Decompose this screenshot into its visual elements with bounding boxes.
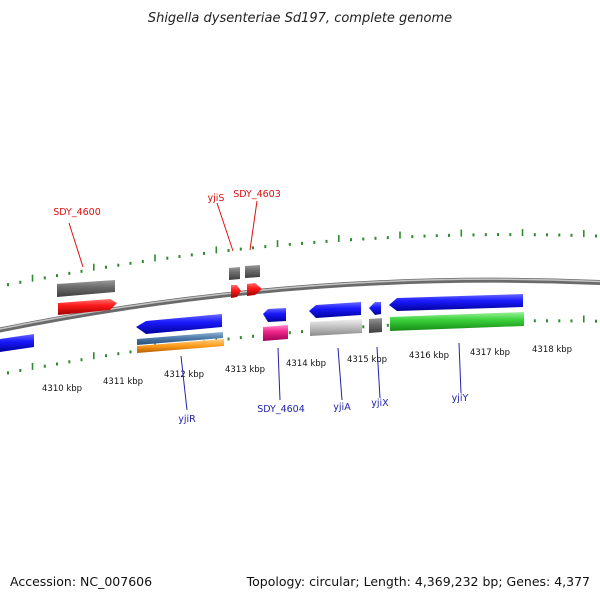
scale-label-4315: 4315 kbp <box>347 355 387 365</box>
gene-label-yjia: yjiA <box>333 402 351 413</box>
top-leader-lines <box>68 200 258 268</box>
gene-yjix-blue-arrow[interactable] <box>369 302 381 315</box>
gene-sdy4604-pink-block[interactable] <box>263 325 288 341</box>
gene-yjia-blue-arrow[interactable] <box>309 302 361 318</box>
leader-line-yjir <box>180 355 188 411</box>
gene-yjiy-blue-arrow[interactable] <box>389 294 523 311</box>
accession-text: Accession: NC_007606 <box>10 574 152 589</box>
scale-label-4313: 4313 kbp <box>225 365 265 375</box>
map-title: Shigella dysenteriae Sd197, complete gen… <box>148 11 452 26</box>
gene-yjir-orange-bar[interactable] <box>137 339 224 353</box>
gene-label-sdy4604: SDY_4604 <box>257 404 305 415</box>
genome-backbone <box>0 277 600 333</box>
gene-left-edge-blue-block[interactable] <box>0 334 34 352</box>
upper-tick-row <box>7 229 597 287</box>
leader-line-sdy4600 <box>68 222 84 268</box>
gene-sdy4600-red-arrow[interactable] <box>58 299 117 315</box>
leader-line-sdy4603 <box>249 200 258 251</box>
gene-yjis-gray-block[interactable] <box>229 267 240 280</box>
gene-label-yjiy: yjiY <box>452 393 469 404</box>
top-strand-features <box>57 265 262 315</box>
gene-yjir-blue-arrow[interactable] <box>136 314 222 334</box>
scale-label-4311: 4311 kbp <box>103 377 143 387</box>
scale-label-4316: 4316 kbp <box>409 351 449 361</box>
scale-label-4314: 4314 kbp <box>286 359 326 369</box>
scale-label-4310: 4310 kbp <box>42 384 82 394</box>
leader-line-yjia <box>337 347 343 401</box>
leader-line-sdy4604 <box>277 347 281 401</box>
genome-backbone-highlight <box>0 278 600 330</box>
gene-yjiy-green-block[interactable] <box>390 312 524 331</box>
scale-label-4318: 4318 kbp <box>532 345 572 355</box>
gene-yjix-gray-block[interactable] <box>369 318 382 333</box>
scale-label-4312: 4312 kbp <box>164 370 204 380</box>
leader-line-yjix <box>376 346 381 399</box>
gene-yjia-lightgray-block[interactable] <box>310 319 362 336</box>
leader-line-yjis <box>216 202 234 252</box>
gene-label-yjis: yjiS <box>208 193 225 204</box>
gene-sdy4600-gray-block[interactable] <box>57 280 115 297</box>
gene-label-yjix: yjiX <box>371 398 389 409</box>
gene-label-sdy4600: SDY_4600 <box>53 207 101 218</box>
gene-sdy4604-blue-arrow[interactable] <box>263 308 286 322</box>
bottom-leader-lines <box>180 342 462 411</box>
gene-yjir-steel-bar[interactable] <box>137 332 223 345</box>
gene-label-yjir: yjiR <box>178 414 196 425</box>
gene-label-sdy4603: SDY_4603 <box>233 189 281 200</box>
scale-labels: 4310 kbp 4311 kbp 4312 kbp 4313 kbp 4314… <box>42 345 572 394</box>
scale-label-4317: 4317 kbp <box>470 348 510 358</box>
topology-summary: Topology: circular; Length: 4,369,232 bp… <box>246 574 590 589</box>
leader-line-yjiy <box>458 342 462 394</box>
gene-sdy4603-gray-block[interactable] <box>245 265 260 278</box>
gene-sdy4603-red-arrow[interactable] <box>247 283 262 296</box>
gene-yjis-red-arrow[interactable] <box>231 285 241 298</box>
bottom-strand-features <box>0 294 524 353</box>
